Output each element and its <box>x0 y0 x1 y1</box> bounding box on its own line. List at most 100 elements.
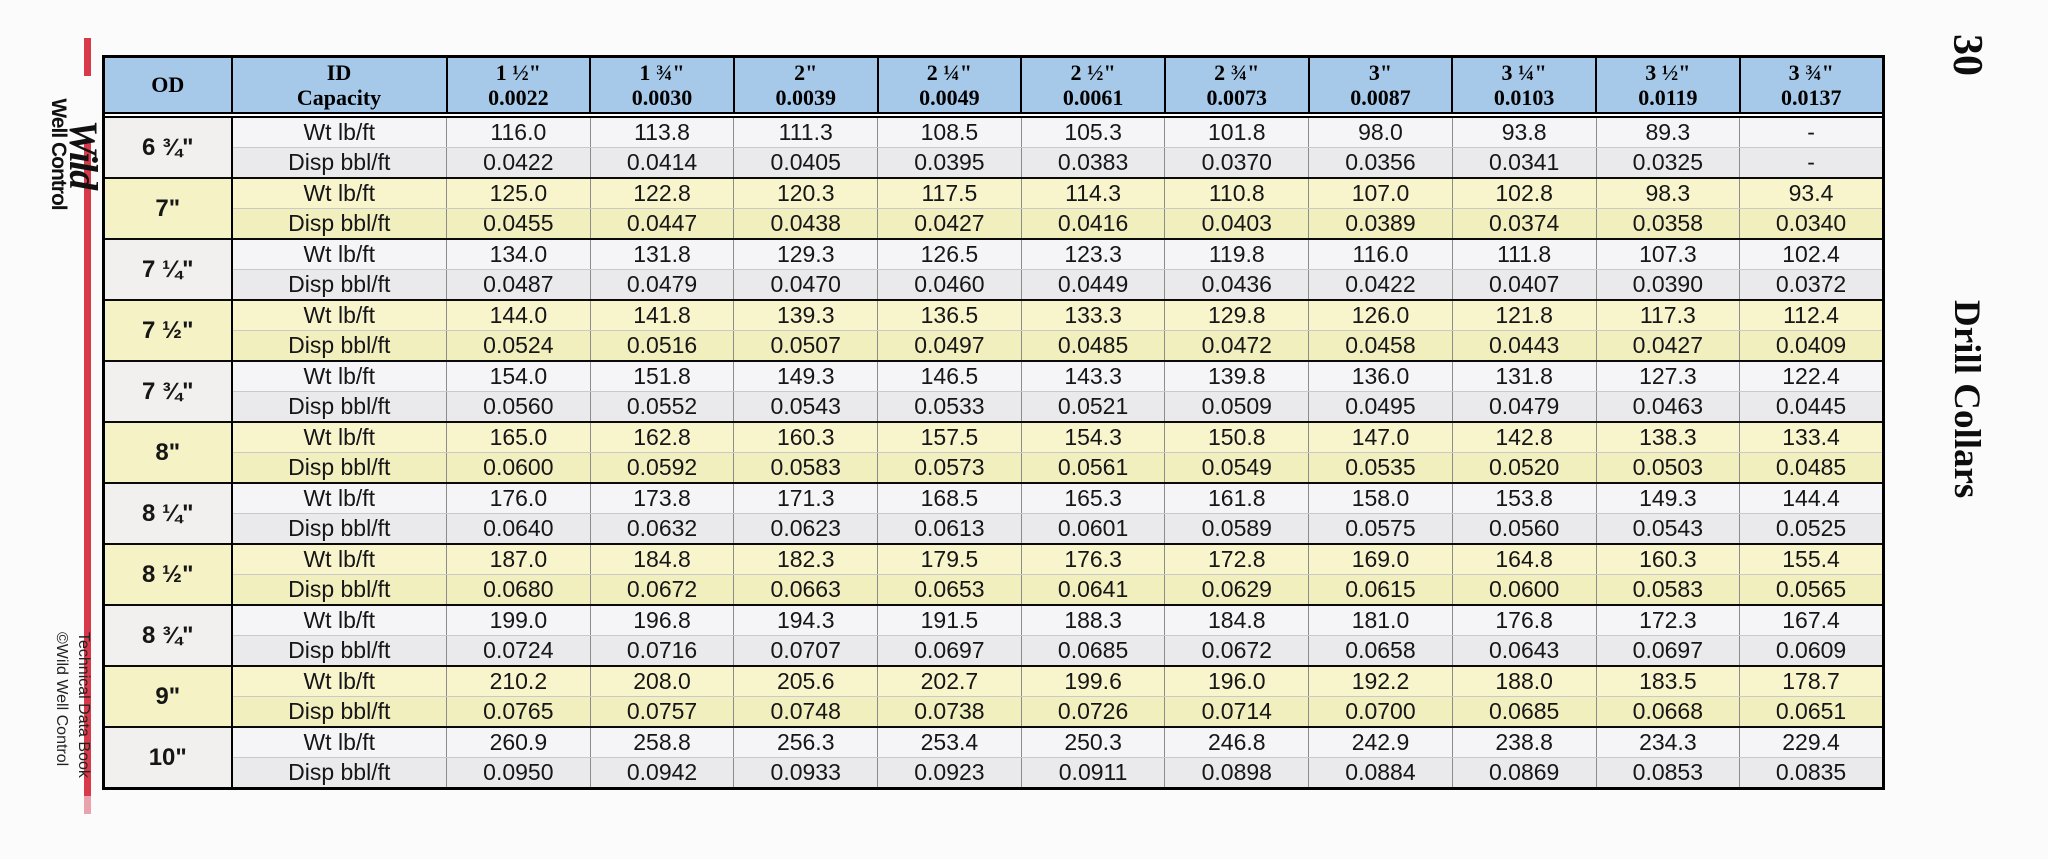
od-cell: 7 ¼" <box>103 238 233 301</box>
value-cell: 0.0443 <box>1451 330 1597 362</box>
value-cell: 136.0 <box>1308 360 1453 392</box>
header-size: 2 ½" <box>1070 59 1116 85</box>
value-cell: 0.0672 <box>589 574 735 606</box>
table-row-disp: Disp bbl/ft 0.0950 0.0942 0.0933 0.0923 0.091… <box>104 757 1884 790</box>
value-cell: 0.0707 <box>733 635 879 667</box>
value-cell: 0.0455 <box>446 208 591 240</box>
value-cell: 93.8 <box>1451 116 1597 148</box>
header-capacity: 0.0119 <box>1638 85 1698 110</box>
value-cell: 133.3 <box>1020 299 1166 331</box>
drill-collars-table: OD ID Capacity 1 ½" 0.0022 1 ¾" 0.0030 2" 0.0039… <box>102 55 1885 790</box>
value-cell: 0.0573 <box>877 452 1022 484</box>
value-cell: 0.0643 <box>1451 635 1597 667</box>
value-cell: 107.0 <box>1308 177 1453 209</box>
value-cell: 0.0520 <box>1451 452 1597 484</box>
value-cell: 0.0497 <box>877 330 1022 362</box>
header-size: 2 ¾" <box>1214 59 1260 85</box>
header-id-line2: Capacity <box>296 85 382 110</box>
value-cell: 0.0613 <box>877 513 1022 545</box>
value-cell: 0.0525 <box>1739 513 1884 545</box>
value-cell: 0.0422 <box>446 147 591 179</box>
table-row-wt: 10" Wt lb/ft 260.9 258.8 256.3 253.4 250.3 246.… <box>103 726 1884 789</box>
row-label-cell: Disp bbl/ft <box>231 574 447 606</box>
value-cell: 122.4 <box>1739 360 1884 392</box>
value-cell: 117.5 <box>877 177 1022 209</box>
value-cell: 192.2 <box>1308 665 1453 697</box>
table-row-wt: 7 ¼" Wt lb/ft 134.0 131.8 129.3 126.5 123.3 119… <box>103 238 1884 301</box>
value-cell: 176.3 <box>1020 543 1166 575</box>
header-id-size: 3" 0.0087 <box>1307 55 1454 114</box>
value-cell: 0.0358 <box>1595 208 1741 240</box>
value-cell: 0.0615 <box>1308 574 1453 606</box>
value-cell: 154.3 <box>1020 421 1166 453</box>
value-cell: 0.0629 <box>1164 574 1310 606</box>
value-cell: 0.0653 <box>877 574 1022 606</box>
credit-block: Technical Data Book ©Wild Well Control <box>48 632 94 810</box>
row-label-cell: Wt lb/ft <box>231 726 447 758</box>
table-header: OD ID Capacity 1 ½" 0.0022 1 ¾" 0.0030 2" 0.0039… <box>102 55 1885 114</box>
header-id-size: 2 ¾" 0.0073 <box>1163 55 1310 114</box>
value-cell: 151.8 <box>589 360 735 392</box>
value-cell: 202.7 <box>877 665 1022 697</box>
value-cell: 0.0942 <box>589 757 735 790</box>
value-cell: 0.0341 <box>1451 147 1597 179</box>
value-cell: 0.0869 <box>1451 757 1597 790</box>
value-cell: 0.0409 <box>1739 330 1884 362</box>
value-cell: 134.0 <box>446 238 591 270</box>
header-od: OD <box>102 55 233 114</box>
od-cell: 9" <box>103 665 233 728</box>
value-cell: 0.0560 <box>1451 513 1597 545</box>
header-capacity: 0.0073 <box>1206 85 1268 110</box>
header-row: OD ID Capacity 1 ½" 0.0022 1 ¾" 0.0030 2" 0.0039… <box>102 55 1885 114</box>
od-cell: 10" <box>103 726 233 789</box>
value-cell: 0.0485 <box>1020 330 1166 362</box>
value-cell: 136.5 <box>877 299 1022 331</box>
value-cell: 102.8 <box>1451 177 1597 209</box>
value-cell: 0.0884 <box>1308 757 1453 790</box>
value-cell: 0.0521 <box>1020 391 1166 423</box>
value-cell: 158.0 <box>1308 482 1453 514</box>
value-cell: 149.3 <box>1595 482 1741 514</box>
header-size: 3 ½" <box>1645 59 1691 85</box>
row-label-cell: Disp bbl/ft <box>231 391 447 423</box>
value-cell: 0.0600 <box>446 452 591 484</box>
value-cell: 256.3 <box>733 726 879 758</box>
header-capacity: 0.0087 <box>1350 85 1411 110</box>
spine-red-line-fade <box>84 796 91 814</box>
od-cell: 6 ¾" <box>103 116 233 179</box>
header-capacity: 0.0103 <box>1493 85 1555 110</box>
header-size: 3" <box>1368 59 1393 85</box>
value-cell: 0.0933 <box>733 757 879 790</box>
value-cell: 98.0 <box>1308 116 1453 148</box>
value-cell: 0.0561 <box>1020 452 1166 484</box>
value-cell: 157.5 <box>877 421 1022 453</box>
table-row-disp: Disp bbl/ft 0.0724 0.0716 0.0707 0.0697 0.068… <box>104 635 1884 667</box>
value-cell: 139.8 <box>1164 360 1310 392</box>
value-cell: 0.0463 <box>1595 391 1741 423</box>
value-cell: 164.8 <box>1451 543 1597 575</box>
logo-text-wild: Wild <box>61 119 106 189</box>
value-cell: 0.0509 <box>1164 391 1310 423</box>
value-cell: 155.4 <box>1739 543 1884 575</box>
value-cell: 0.0389 <box>1308 208 1453 240</box>
spine-red-line <box>84 142 91 796</box>
value-cell: 149.3 <box>733 360 879 392</box>
header-id-size: 3 ¾" 0.0137 <box>1738 55 1885 114</box>
value-cell: 129.8 <box>1164 299 1310 331</box>
value-cell: 0.0685 <box>1020 635 1166 667</box>
value-cell: 162.8 <box>589 421 735 453</box>
value-cell: 111.8 <box>1451 238 1597 270</box>
value-cell: 0.0911 <box>1020 757 1166 790</box>
value-cell: 242.9 <box>1308 726 1453 758</box>
value-cell: 116.0 <box>446 116 591 148</box>
header-capacity: 0.0137 <box>1781 85 1842 110</box>
value-cell: 0.0479 <box>589 269 735 301</box>
value-cell: 0.0716 <box>589 635 735 667</box>
value-cell: 0.0458 <box>1308 330 1453 362</box>
table-row-wt: 7" Wt lb/ft 125.0 122.8 120.3 117.5 114.3 110.8… <box>103 177 1884 240</box>
table-row-wt: 9" Wt lb/ft 210.2 208.0 205.6 202.7 199.6 196.0… <box>103 665 1884 728</box>
value-cell: 0.0950 <box>446 757 591 790</box>
value-cell: 0.0325 <box>1595 147 1741 179</box>
table-row-wt: 8 ¾" Wt lb/ft 199.0 196.8 194.3 191.5 188.3 184… <box>103 604 1884 667</box>
